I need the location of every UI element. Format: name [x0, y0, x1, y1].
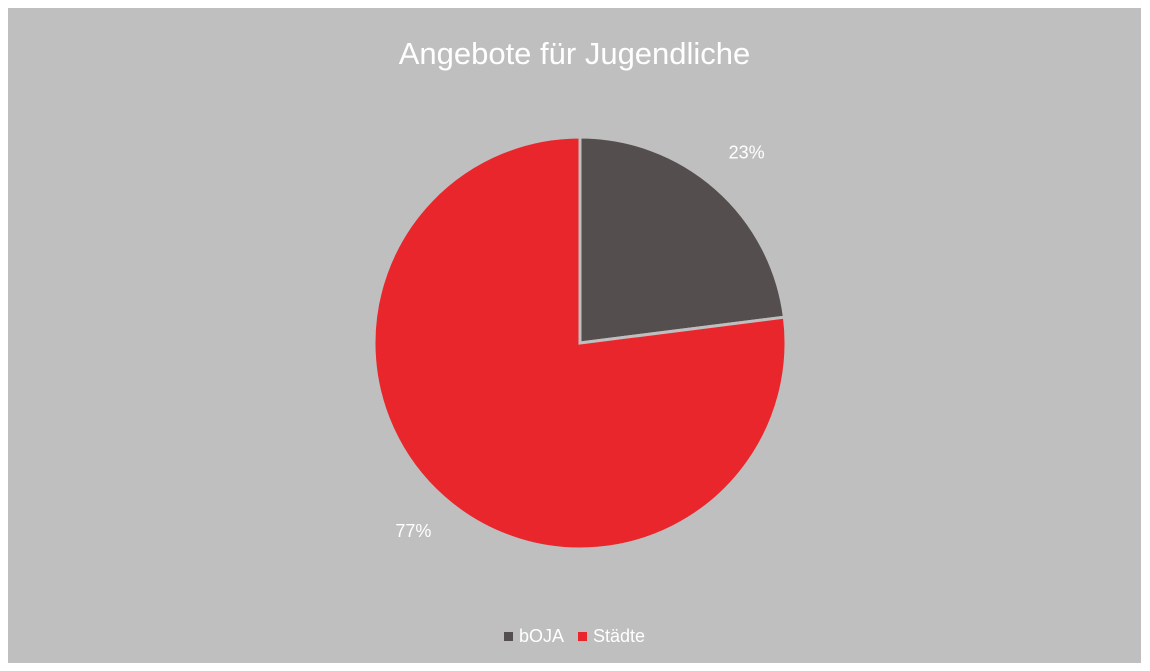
legend-label-staedte: Städte	[592, 626, 646, 646]
chart-area: Angebote für Jugendliche 23% 77% bOJA Stä…	[8, 8, 1141, 663]
legend-item-staedte[interactable]: Städte	[577, 626, 646, 647]
legend-label-boja: bOJA	[518, 626, 564, 646]
pie-slice-1[interactable]	[372, 135, 788, 551]
chart-title: Angebote für Jugendliche	[398, 36, 751, 71]
legend-swatch-staedte	[577, 632, 587, 641]
pie-slice-0[interactable]	[578, 135, 787, 345]
legend-item-boja[interactable]: bOJA	[503, 626, 564, 647]
pie-chart: 23% 77%	[372, 135, 788, 551]
legend: bOJA Städte	[8, 626, 1141, 647]
legend-swatch-boja	[503, 632, 513, 641]
data-label-0: 23%	[729, 143, 765, 163]
data-label-1: 77%	[395, 521, 431, 541]
